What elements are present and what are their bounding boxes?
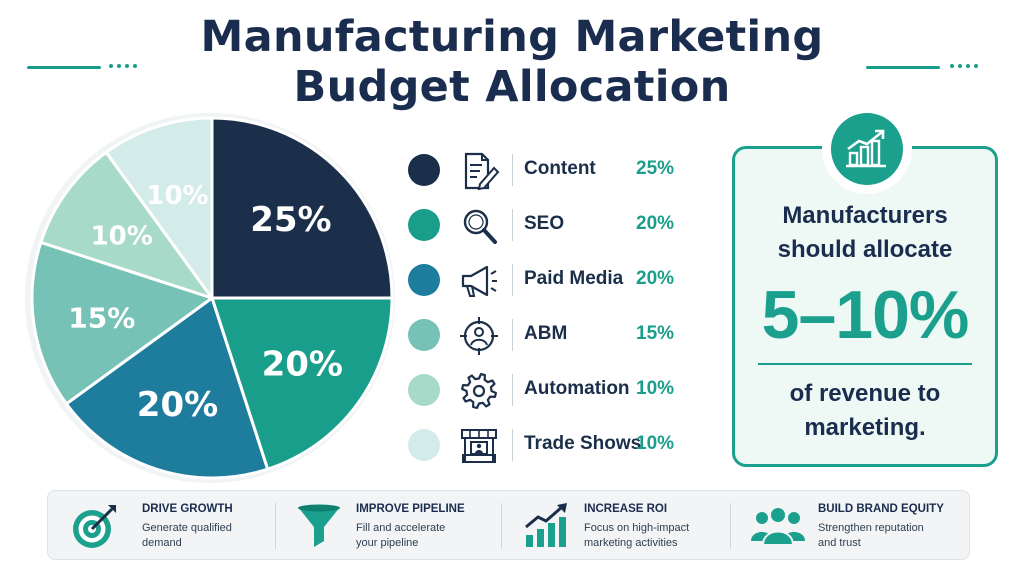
benefit-desc: Fill and accelerate your pipeline: [356, 522, 446, 549]
pie-slice-content: [210, 116, 394, 300]
pie-label-seo: 20%: [262, 345, 343, 385]
target-person-icon: [460, 317, 498, 355]
legend-percent: 20%: [636, 213, 675, 234]
benefit-drive-growth: DRIVE GROWTH Generate qualified demand: [70, 491, 290, 561]
title-dots-right: [950, 64, 978, 68]
funnel-icon: [298, 504, 340, 547]
legend-item-seo: SEO 20%: [408, 203, 698, 247]
bar-growth-icon: [525, 503, 567, 547]
legend-separator: [512, 374, 513, 406]
growth-chart-icon: [846, 129, 886, 168]
legend-percent: 15%: [636, 323, 675, 344]
people-group-icon: [751, 506, 805, 546]
legend-item-content: Content 25%: [408, 148, 698, 192]
legend-label: Content: [524, 158, 596, 179]
legend-label: Automation: [524, 378, 630, 399]
title-rule-left: [27, 66, 101, 69]
callout-divider: [758, 363, 972, 365]
callout-line-2: should allocate: [777, 236, 953, 263]
callout-line-5: marketing.: [804, 414, 926, 441]
legend-label: Paid Media: [524, 268, 624, 289]
legend-swatch: [408, 264, 440, 296]
pie-slice-paid-media: [64, 296, 270, 480]
legend-separator: [512, 319, 513, 351]
benefit-title: IMPROVE PIPELINE: [356, 503, 465, 515]
pie-label-automation: 10%: [91, 221, 153, 251]
pie-label-abm: 15%: [68, 302, 135, 335]
callout-line-1: Manufacturers: [782, 202, 948, 229]
benefit-separator: [275, 503, 276, 549]
legend-label: ABM: [524, 323, 568, 344]
legend-item-abm: ABM 15%: [408, 313, 698, 357]
pie-shadow: [25, 113, 395, 483]
title-dots-left: [109, 64, 137, 68]
title-line-1: Manufacturing Marketing: [200, 12, 824, 62]
callout-line-4: of revenue to: [789, 380, 941, 407]
pie-slice-abm: [30, 240, 214, 406]
callout-box: [732, 146, 998, 467]
benefit-title: BUILD BRAND EQUITY: [818, 503, 944, 515]
legend-percent: 25%: [636, 158, 675, 179]
legend-swatch: [408, 374, 440, 406]
target-arrow-icon: [73, 505, 116, 548]
legend-separator: [512, 209, 513, 241]
megaphone-icon: [461, 265, 497, 297]
legend-item-trade-shows: Trade Shows 10%: [408, 423, 698, 467]
legend-percent: 10%: [636, 433, 675, 454]
pie-slice-seo: [210, 296, 394, 471]
benefit-improve-pipeline: IMPROVE PIPELINE Fill and accelerate you…: [294, 491, 514, 561]
benefit-title: INCREASE ROI: [584, 503, 668, 515]
document-pen-icon: [464, 152, 500, 191]
legend-swatch: [408, 319, 440, 351]
callout-percent: 5–10%: [761, 277, 970, 353]
legend-label: Trade Shows: [524, 433, 642, 454]
legend-swatch: [408, 429, 440, 461]
pie-label-trade-shows: 10%: [146, 181, 208, 211]
legend-separator: [512, 264, 513, 296]
benefit-title: DRIVE GROWTH: [142, 503, 233, 515]
magnifier-icon: [463, 209, 497, 244]
callout-icon-badge: [822, 104, 912, 194]
benefits-bar: DRIVE GROWTH Generate qualified demand I…: [47, 490, 970, 560]
benefit-desc: Generate qualified demand: [142, 522, 232, 549]
pie-slice-trade-shows: [104, 116, 214, 300]
benefit-separator: [501, 503, 502, 549]
legend-separator: [512, 154, 513, 186]
page-title: Manufacturing Marketing Budget Allocatio…: [0, 12, 1024, 112]
pie-label-paid-media: 20%: [137, 385, 218, 425]
benefit-build-brand-equity: BUILD BRAND EQUITY Strengthen reputation…: [748, 491, 968, 561]
legend-swatch: [408, 209, 440, 241]
pie-slice-automation: [39, 150, 214, 300]
gear-icon: [461, 373, 497, 409]
title-rule-right: [866, 66, 940, 69]
benefit-desc: Strengthen reputation and trust: [818, 522, 924, 549]
legend-percent: 20%: [636, 268, 675, 289]
benefit-desc: Focus on high-impact marketing activitie…: [584, 522, 690, 549]
pie-label-content: 25%: [250, 200, 331, 240]
legend-label: SEO: [524, 213, 565, 234]
legend-separator: [512, 429, 513, 461]
legend-percent: 10%: [636, 378, 675, 399]
title-line-2: Budget Allocation: [293, 62, 731, 112]
booth-icon: [461, 429, 497, 463]
benefit-separator: [730, 503, 731, 549]
legend-item-automation: Automation 10%: [408, 368, 698, 412]
legend-swatch: [408, 154, 440, 186]
benefit-increase-roi: INCREASE ROI Focus on high-impact market…: [522, 491, 742, 561]
legend-item-paid-media: Paid Media 20%: [408, 258, 698, 302]
